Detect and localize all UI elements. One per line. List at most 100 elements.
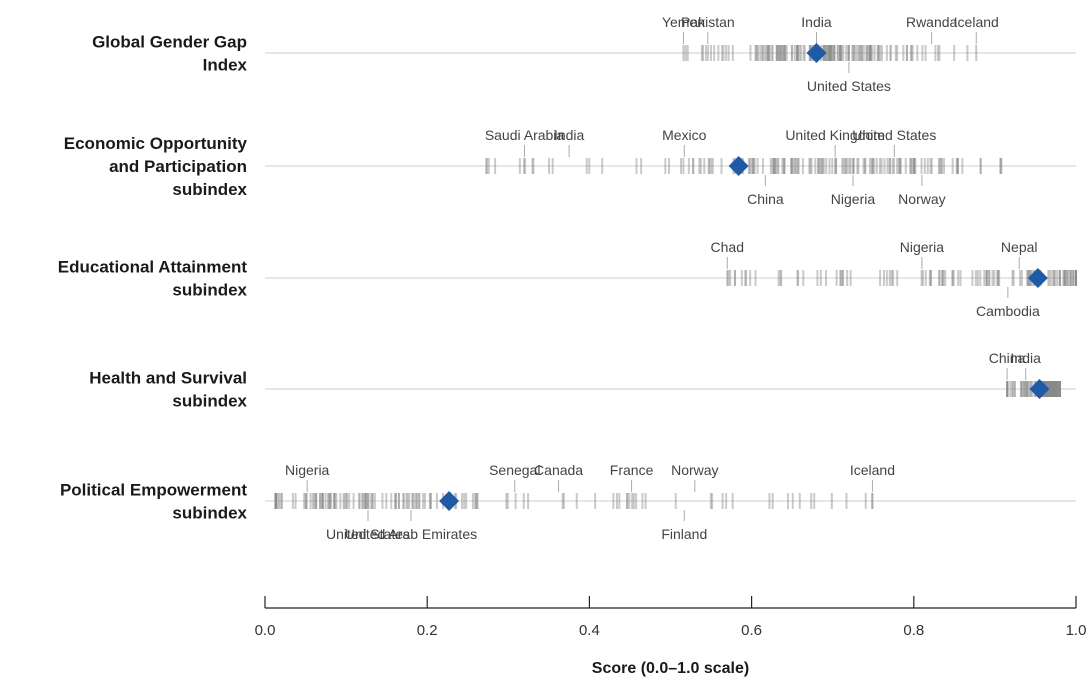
country-tick — [873, 45, 876, 61]
x-tick-label: 0.8 — [903, 622, 924, 639]
country-tick — [1055, 381, 1058, 397]
country-tick — [343, 493, 346, 509]
country-tick — [754, 45, 757, 61]
country-tick — [896, 158, 899, 174]
country-tick — [505, 493, 508, 509]
country-tick — [393, 493, 396, 509]
country-annotation: China — [747, 175, 784, 207]
country-label: Finland — [661, 526, 707, 542]
country-tick — [1049, 381, 1052, 397]
country-tick — [849, 270, 852, 286]
country-tick — [1067, 270, 1070, 286]
country-tick — [371, 493, 374, 509]
country-tick — [797, 158, 800, 174]
country-tick — [798, 493, 801, 509]
country-tick — [346, 493, 349, 509]
country-tick — [894, 45, 897, 61]
country-tick — [777, 158, 780, 174]
country-tick — [720, 158, 723, 174]
country-tick — [1049, 381, 1052, 397]
country-tick — [321, 493, 324, 509]
country-tick — [327, 493, 330, 509]
country-tick — [1054, 381, 1057, 397]
country-tick — [361, 493, 364, 509]
country-tick — [802, 45, 805, 61]
country-tick — [632, 493, 635, 509]
country-tick — [755, 45, 758, 61]
country-tick — [1022, 381, 1025, 397]
row-label-line: and Participation — [109, 157, 247, 176]
country-tick — [640, 158, 643, 174]
country-tick — [761, 45, 764, 61]
country-tick — [767, 45, 770, 61]
country-tick — [938, 270, 941, 286]
country-tick — [644, 493, 647, 509]
country-tick — [985, 270, 988, 286]
country-tick — [710, 158, 713, 174]
country-annotation: Cambodia — [976, 287, 1040, 319]
country-tick — [976, 270, 979, 286]
country-tick — [863, 158, 866, 174]
country-label: France — [610, 462, 654, 478]
country-tick — [801, 158, 804, 174]
country-tick — [940, 270, 943, 286]
country-tick — [752, 158, 755, 174]
country-tick — [305, 493, 308, 509]
country-tick — [768, 493, 771, 509]
country-tick — [998, 270, 1001, 286]
country-annotation: Chad — [711, 239, 744, 269]
country-tick — [1051, 381, 1054, 397]
x-axis: 0.0 0.2 0.4 0.6 0.8 1.0 Score (0.0–1.0 scale) — [255, 596, 1087, 677]
country-tick — [782, 45, 785, 61]
country-tick — [833, 45, 836, 61]
country-tick — [1054, 381, 1057, 397]
country-tick — [692, 158, 695, 174]
average-marker — [806, 43, 827, 63]
country-tick — [777, 270, 780, 286]
country-tick — [852, 45, 855, 61]
country-tick — [330, 493, 333, 509]
row-label-line: subindex — [172, 504, 247, 523]
country-tick — [485, 158, 488, 174]
country-tick — [749, 45, 752, 61]
country-tick — [328, 493, 331, 509]
country-tick — [790, 45, 793, 61]
country-tick — [852, 45, 855, 61]
country-tick — [756, 45, 759, 61]
country-tick — [1053, 381, 1056, 397]
country-label: Nigeria — [285, 462, 330, 478]
country-tick — [711, 493, 714, 509]
country-tick — [889, 45, 892, 61]
country-tick — [889, 158, 892, 174]
country-tick — [594, 493, 597, 509]
country-tick — [1071, 270, 1074, 286]
country-tick — [333, 493, 336, 509]
x-tick-label: 1.0 — [1066, 622, 1087, 639]
country-tick — [713, 45, 716, 61]
country-tick — [840, 45, 843, 61]
country-tick — [791, 493, 794, 509]
country-tick — [975, 45, 978, 61]
country-tick — [871, 45, 874, 61]
country-tick — [835, 158, 838, 174]
row-label-line: subindex — [172, 392, 247, 411]
country-annotation: Norway — [671, 462, 719, 492]
country-tick — [941, 158, 944, 174]
country-tick — [709, 493, 712, 509]
row-label-line: Health and Survival — [89, 369, 247, 388]
country-tick — [841, 158, 844, 174]
country-tick — [838, 45, 841, 61]
country-annotation: Nigeria — [831, 175, 875, 207]
country-tick — [280, 493, 283, 509]
country-tick — [371, 493, 374, 509]
country-tick — [934, 45, 937, 61]
country-tick — [824, 270, 827, 286]
country-tick — [345, 493, 348, 509]
country-annotation: Pakistan — [681, 14, 735, 44]
country-tick — [752, 158, 755, 174]
country-tick — [821, 158, 824, 174]
country-tick — [474, 493, 477, 509]
country-tick — [869, 45, 872, 61]
country-tick — [522, 493, 525, 509]
